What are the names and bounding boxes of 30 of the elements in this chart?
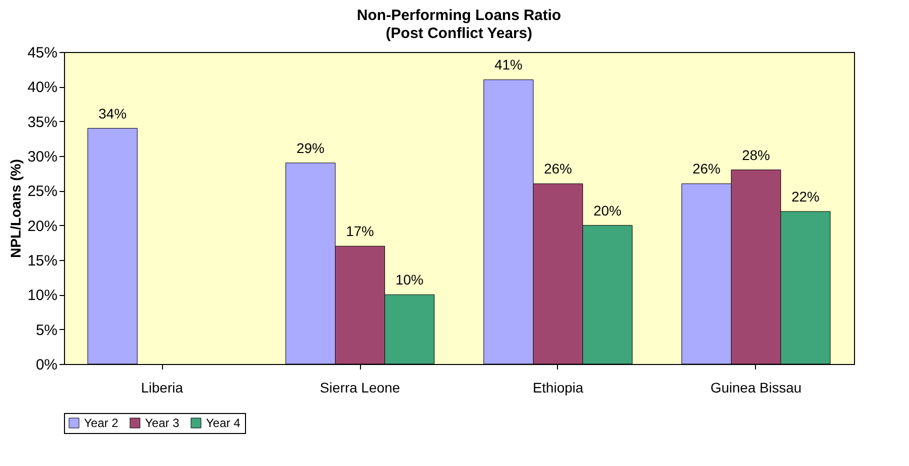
chart-title: Non-Performing Loans Ratio (356, 7, 562, 24)
y-tick-label: 15% (27, 252, 58, 270)
y-tick-label: 35% (27, 114, 58, 131)
data-label: 26% (692, 160, 721, 177)
legend-label: Year 2 (84, 416, 119, 430)
data-label: 29% (296, 140, 325, 156)
y-tick-label: 45% (27, 44, 58, 62)
data-label: 28% (742, 146, 770, 163)
data-label: 34% (98, 105, 127, 122)
y-tick-label: 10% (27, 287, 58, 304)
data-label: 41% (494, 56, 523, 73)
y-axis-title: NPL/Loans (%) (7, 159, 24, 258)
legend-label: Year 3 (145, 416, 180, 430)
data-label: 20% (593, 202, 622, 218)
data-label: 17% (346, 223, 374, 240)
y-tick-label: 40% (27, 79, 58, 96)
legend-label: Year 4 (206, 416, 241, 430)
data-label: 22% (791, 188, 820, 204)
data-label: 10% (395, 272, 424, 288)
y-tick-label: 30% (27, 148, 58, 166)
y-tick-label: 20% (27, 218, 58, 235)
y-tick-label: 25% (27, 183, 58, 200)
x-tick-label: Liberia (140, 380, 184, 396)
chart-subtitle: (Post Conflict Years) (386, 25, 532, 42)
y-tick-label: 0% (36, 356, 58, 374)
y-tick-label: 5% (36, 322, 58, 339)
data-label: 26% (544, 160, 572, 177)
x-tick-label: Guinea Bissau (710, 380, 802, 396)
x-tick-label: Ethiopia (532, 380, 584, 396)
x-tick-label: Sierra Leone (320, 380, 400, 396)
